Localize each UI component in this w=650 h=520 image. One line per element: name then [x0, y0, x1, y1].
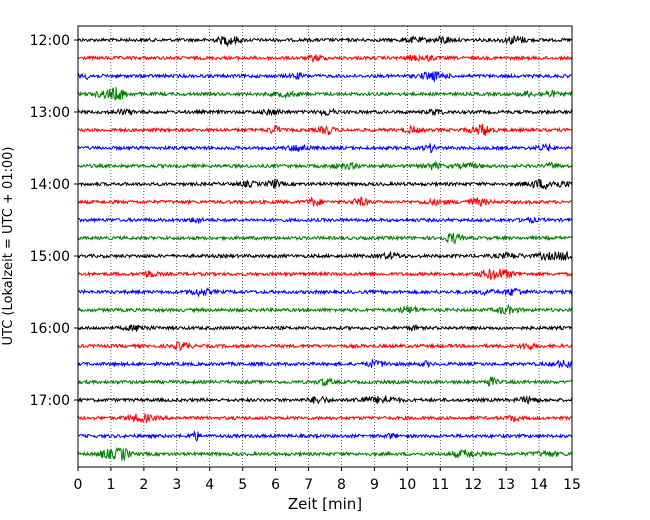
trace-line [78, 216, 573, 225]
x-tick-label: 9 [370, 477, 379, 493]
x-tick-label: 4 [205, 477, 214, 493]
x-tick-label: 3 [172, 477, 181, 493]
x-tick-label: 2 [139, 477, 148, 493]
y-tick-label: 17:00 [30, 393, 70, 409]
trace-line [77, 35, 573, 48]
x-tick-label: 12 [464, 477, 482, 493]
y-tick-label: 14:00 [30, 177, 70, 193]
trace-line [77, 195, 573, 207]
y-axis-label: UTC (Lokalzeit = UTC + 01:00) [1, 147, 16, 346]
trace-line [77, 303, 573, 315]
y-tick-label: 16:00 [30, 321, 70, 337]
trace-line [77, 86, 573, 101]
x-axis: 0 1 2 3 4 5 6 7 8 9 10 11 12 13 14 15 [74, 467, 581, 493]
trace-line [77, 268, 573, 281]
trace-line [77, 71, 573, 83]
y-tick-label: 12:00 [30, 33, 70, 49]
x-tick-label: 5 [238, 477, 247, 493]
x-tick-label: 1 [106, 477, 115, 493]
trace-line [77, 107, 573, 117]
trace-line [77, 123, 573, 137]
x-axis-label: Zeit [min] [288, 495, 362, 513]
trace-line [77, 232, 573, 245]
x-tick-label: 15 [563, 477, 581, 493]
x-tick-label: 13 [497, 477, 515, 493]
trace-line [77, 178, 573, 190]
x-tick-label: 14 [530, 477, 548, 493]
trace-line [77, 250, 573, 262]
y-tick-label: 13:00 [30, 105, 70, 121]
trace-line [77, 287, 573, 298]
x-tick-label: 8 [337, 477, 346, 493]
trace-line [77, 54, 573, 64]
x-tick-label: 6 [271, 477, 280, 493]
trace-line [77, 160, 573, 171]
trace-line [77, 341, 573, 352]
x-tick-label: 10 [398, 477, 416, 493]
x-tick-label: 7 [304, 477, 313, 493]
x-tick-label: 11 [431, 477, 449, 493]
trace-line [78, 394, 573, 405]
trace-line [77, 323, 573, 332]
trace-line [78, 430, 573, 442]
trace-line [77, 376, 573, 387]
seismic-traces [77, 35, 573, 462]
trace-line [77, 446, 573, 462]
x-tick-label: 0 [74, 477, 83, 493]
y-axis: 12:00 13:00 14:00 15:00 16:00 17:00 [30, 33, 78, 409]
plot-background [78, 26, 572, 467]
trace-line [77, 412, 573, 424]
trace-line [77, 142, 573, 154]
y-tick-label: 15:00 [30, 249, 70, 265]
plot-frame [77, 25, 573, 468]
trace-line [77, 358, 573, 369]
